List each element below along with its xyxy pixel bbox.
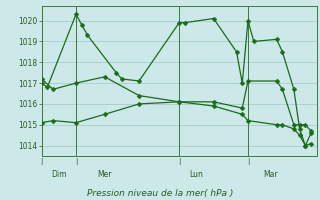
Text: |: |	[40, 158, 43, 165]
Text: |: |	[75, 158, 77, 165]
Text: Lun: Lun	[189, 170, 203, 179]
Text: |: |	[247, 158, 249, 165]
Text: |: |	[178, 158, 180, 165]
Text: Mar: Mar	[264, 170, 278, 179]
Text: Mer: Mer	[97, 170, 112, 179]
Text: Dim: Dim	[51, 170, 67, 179]
Text: Pression niveau de la mer( hPa ): Pression niveau de la mer( hPa )	[87, 189, 233, 198]
